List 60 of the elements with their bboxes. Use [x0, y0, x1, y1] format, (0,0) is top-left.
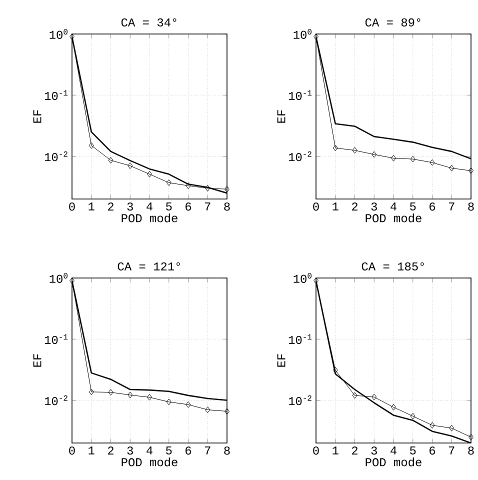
x-tick-label: 8: [468, 202, 474, 211]
y-axis-title: EF: [33, 110, 42, 123]
y-tick-label: 10$^{-1}$: [44, 334, 68, 344]
y-tick-label: 10$^{0}$: [50, 29, 68, 39]
x-tick-label: 3: [127, 446, 133, 455]
x-tick-label: 1: [88, 202, 94, 210]
x-tick-label: 0: [313, 446, 319, 455]
y-tick-label: 10$^{-1}$: [288, 334, 312, 344]
x-tick-label: 5: [166, 202, 172, 211]
x-tick-label: 1: [332, 202, 338, 210]
y-tick-label: 10$^{-2}$: [44, 395, 68, 406]
x-axis-title: POD mode: [122, 458, 178, 466]
y-tick-label: 10$^{-2}$: [288, 395, 312, 406]
x-tick-label: 2: [352, 446, 358, 455]
y-tick-label: 10$^{-2}$: [288, 151, 312, 162]
chart-title: CA = 89°: [365, 18, 420, 26]
x-axis-title: POD mode: [122, 214, 178, 222]
y-tick-label: 10$^{-2}$: [44, 151, 68, 162]
y-tick-label: 10$^{0}$: [294, 273, 312, 283]
x-tick-label: 8: [468, 446, 474, 455]
chart-title: CA = 34°: [121, 18, 176, 26]
x-tick-label: 1: [332, 446, 338, 454]
x-tick-label: 4: [146, 446, 152, 454]
x-tick-label: 5: [410, 446, 416, 455]
x-tick-label: 7: [448, 446, 454, 454]
x-tick-label: 2: [352, 202, 358, 211]
x-tick-label: 1: [88, 446, 94, 454]
x-tick-label: 4: [146, 202, 152, 210]
x-tick-label: 3: [371, 202, 377, 211]
x-tick-label: 4: [390, 202, 396, 210]
x-tick-label: 0: [69, 202, 75, 211]
x-tick-label: 3: [371, 446, 377, 455]
x-axis-title: POD mode: [366, 458, 422, 466]
x-tick-label: 7: [204, 446, 210, 454]
x-tick-label: 6: [430, 202, 436, 211]
x-tick-label: 5: [166, 446, 172, 455]
x-tick-label: 5: [410, 202, 416, 211]
y-tick-label: 10$^{-1}$: [44, 90, 68, 100]
chart-title: CA = 121°: [118, 262, 180, 270]
y-tick-label: 10$^{0}$: [294, 29, 312, 39]
y-tick-label: 10$^{-1}$: [288, 90, 312, 100]
x-tick-label: 0: [69, 446, 75, 455]
x-axis-title: POD mode: [366, 214, 422, 222]
x-tick-label: 4: [390, 446, 396, 454]
y-axis-title: EF: [33, 354, 42, 367]
x-tick-label: 0: [313, 202, 319, 211]
x-tick-label: 6: [430, 446, 436, 455]
x-tick-label: 8: [224, 446, 230, 455]
x-tick-label: 3: [127, 202, 133, 211]
chart-title: CA = 185°: [362, 262, 424, 270]
x-tick-label: 6: [186, 202, 192, 211]
x-tick-label: 7: [448, 202, 454, 210]
y-tick-label: 10$^{0}$: [50, 273, 68, 283]
x-tick-label: 6: [186, 446, 192, 455]
x-tick-label: 8: [224, 202, 230, 211]
y-axis-title: EF: [277, 354, 286, 367]
y-axis-title: EF: [277, 110, 286, 123]
x-tick-label: 2: [108, 202, 114, 211]
x-tick-label: 2: [108, 446, 114, 455]
x-tick-label: 7: [204, 202, 210, 210]
